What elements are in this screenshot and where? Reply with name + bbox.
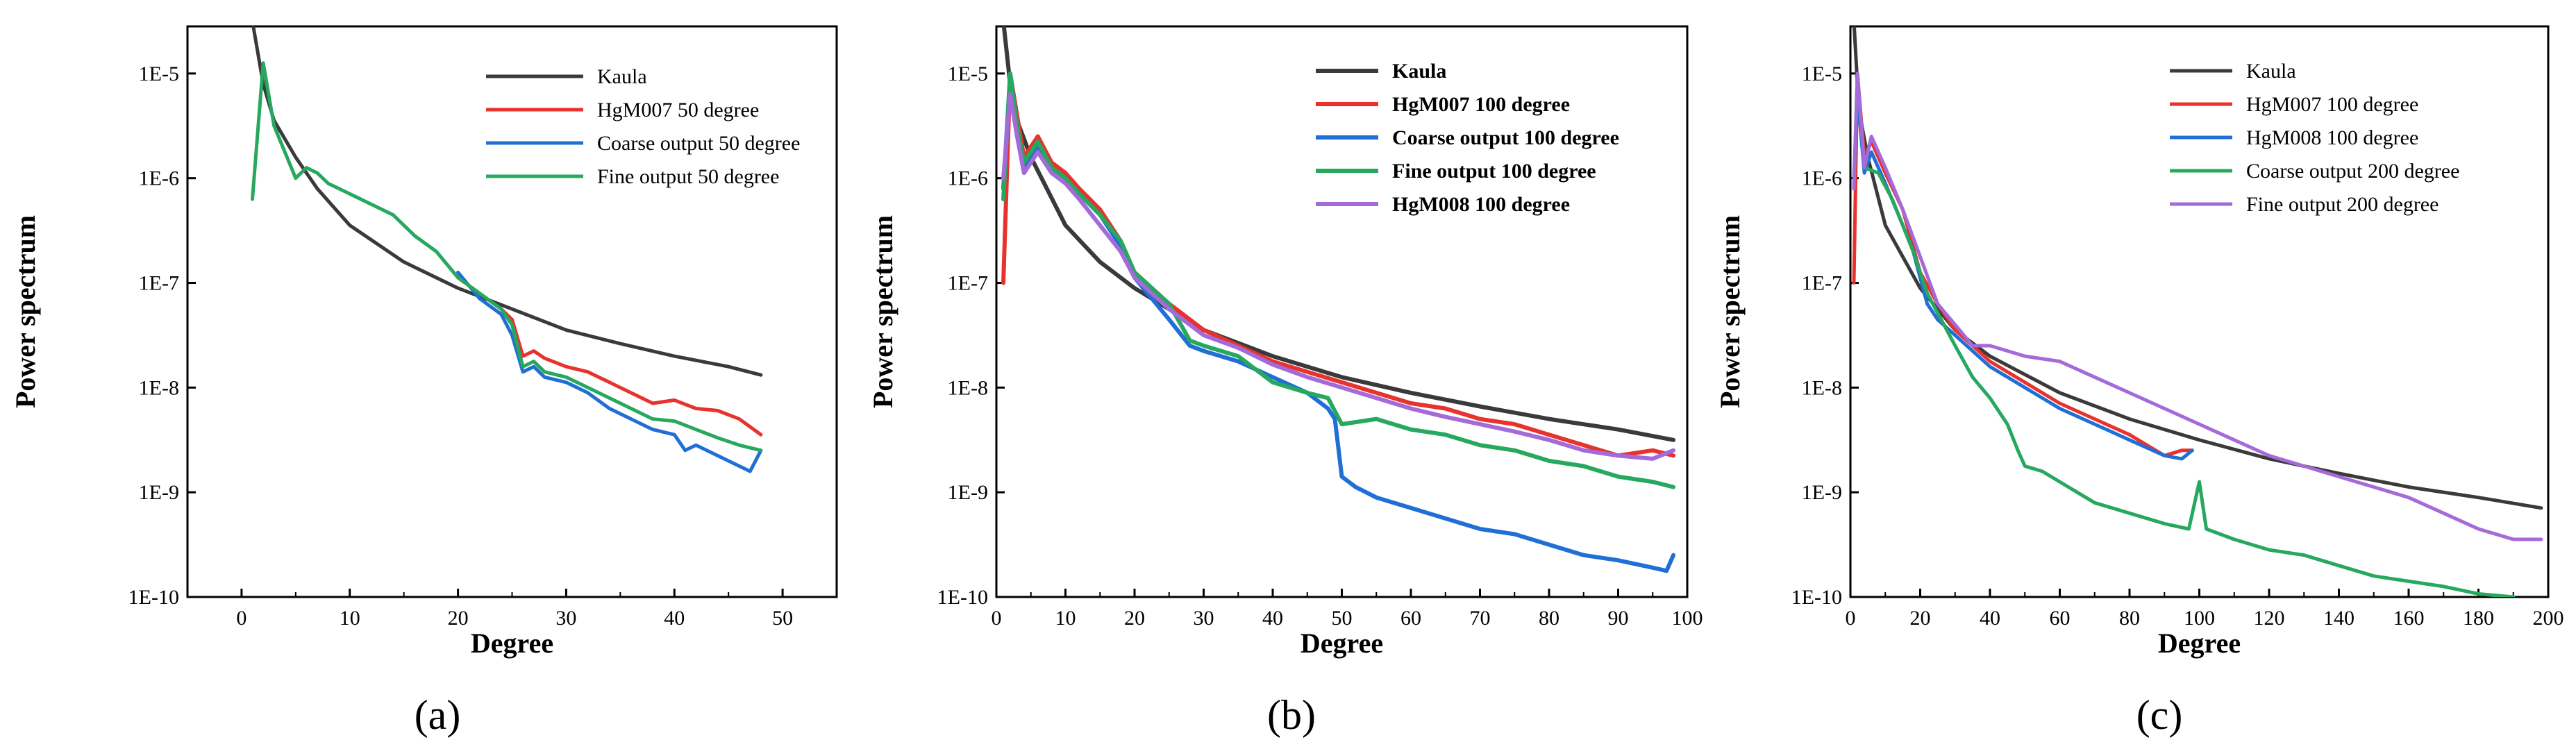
series-line-1 xyxy=(251,26,763,377)
legend: Kaula HgM007 100 degree Coarse output 100 … xyxy=(1316,60,1619,216)
y-tick-label: 1E-10 xyxy=(937,586,988,609)
y-tick-label: 1E-8 xyxy=(1802,376,1842,399)
series-line-5 xyxy=(1852,71,2543,541)
legend-label: HgM007 50 degree xyxy=(597,99,759,121)
series-line-3 xyxy=(456,270,763,473)
x-tick-label: 50 xyxy=(1332,607,1353,630)
y-tick-label: 1E-6 xyxy=(1802,167,1842,190)
x-tick-label: 30 xyxy=(1194,607,1214,630)
x-tick-label: 40 xyxy=(664,607,685,630)
series-line-4 xyxy=(1852,71,2516,597)
y-tick-label: 1E-6 xyxy=(948,167,988,190)
series-line-4 xyxy=(251,61,763,453)
x-axis-label: Degree xyxy=(2158,628,2241,659)
x-tick-label: 40 xyxy=(1980,607,2000,630)
x-axis-label: Degree xyxy=(1300,628,1383,659)
x-tick-label: 0 xyxy=(992,607,1002,630)
chart-panel-3: 0 20 40 60 80 100 120 140 160 180 200 1E-5 1E-6 1E-7 1… xyxy=(1714,25,2564,738)
x-tick-label: 180 xyxy=(2463,607,2494,630)
series-line-2 xyxy=(456,276,763,437)
x-tick-label: 140 xyxy=(2323,607,2355,630)
legend-label: Fine output 100 degree xyxy=(1392,160,1596,183)
y-tick-label: 1E-10 xyxy=(1791,586,1842,609)
x-tick-label: 0 xyxy=(1846,607,1856,630)
y-axis-label: Power spectrum xyxy=(867,215,898,408)
y-tick-label: 1E-9 xyxy=(139,481,179,504)
x-tick-label: 20 xyxy=(1910,607,1931,630)
x-axis-label: Degree xyxy=(471,628,553,659)
y-tick-label: 1E-6 xyxy=(139,167,179,190)
legend-label: Kaula xyxy=(2246,60,2296,83)
y-tick-label: 1E-5 xyxy=(1802,62,1842,85)
legend-label: HgM007 100 degree xyxy=(1392,93,1570,116)
x-tick-label: 20 xyxy=(1124,607,1145,630)
legend: Kaula HgM007 100 degree HgM008 100 degree C… xyxy=(2170,60,2459,216)
y-tick-label: 1E-8 xyxy=(139,376,179,399)
series-line-4 xyxy=(1001,71,1676,489)
x-tick-label: 40 xyxy=(1262,607,1283,630)
x-tick-label: 60 xyxy=(2050,607,2071,630)
y-tick-label: 1E-5 xyxy=(139,62,179,85)
x-tick-label: 10 xyxy=(1055,607,1076,630)
legend-label: Kaula xyxy=(597,65,647,88)
y-tick-label: 1E-7 xyxy=(948,272,988,295)
legend-label: Coarse output 200 degree xyxy=(2246,160,2459,183)
y-tick-label: 1E-8 xyxy=(948,376,988,399)
y-tick-label: 1E-7 xyxy=(139,272,179,295)
y-tick-label: 1E-10 xyxy=(128,586,179,609)
series-group xyxy=(251,26,763,473)
legend-label: HgM008 100 degree xyxy=(1392,193,1570,216)
legend-label: Fine output 50 degree xyxy=(597,165,779,188)
x-tick-label: 50 xyxy=(772,607,793,630)
series-line-5 xyxy=(1001,92,1676,461)
legend-label: HgM007 100 degree xyxy=(2246,93,2418,116)
panel-caption: (c) xyxy=(2136,692,2183,738)
y-axis-label: Power spectrum xyxy=(1714,215,1746,408)
panel-caption: (a) xyxy=(415,692,461,738)
legend-label: HgM008 100 degree xyxy=(2246,126,2418,149)
y-axis-label: Power spectrum xyxy=(10,215,41,408)
series-group xyxy=(1852,26,2543,597)
x-tick-label: 200 xyxy=(2533,607,2564,630)
x-tick-label: 100 xyxy=(1672,607,1703,630)
series-group xyxy=(1001,26,1676,573)
x-tick-label: 30 xyxy=(555,607,576,630)
chart-panel-1: 0 10 20 30 40 50 1E-5 1E-6 1E-7 1E-8 1E-9 1E-10 Degr… xyxy=(10,25,838,738)
legend-label: Fine output 200 degree xyxy=(2246,193,2439,216)
x-tick-label: 10 xyxy=(340,607,360,630)
y-tick-label: 1E-9 xyxy=(948,481,988,504)
x-tick-label: 0 xyxy=(236,607,246,630)
x-tick-label: 160 xyxy=(2393,607,2425,630)
x-tick-label: 80 xyxy=(1539,607,1559,630)
legend: Kaula HgM007 50 degree Coarse output 50 de… xyxy=(486,65,800,188)
chart-panel-2: 0 10 20 30 40 50 60 70 80 90 100 1E-5 1E-6 1E-7 1E-8 1E… xyxy=(867,25,1703,738)
series-line-1 xyxy=(1852,26,2543,510)
x-tick-label: 60 xyxy=(1400,607,1421,630)
x-tick-label: 100 xyxy=(2184,607,2215,630)
legend-label: Coarse output 50 degree xyxy=(597,132,800,155)
series-line-3 xyxy=(1852,92,2194,461)
x-tick-label: 90 xyxy=(1608,607,1629,630)
legend-label: Coarse output 100 degree xyxy=(1392,126,1619,149)
x-tick-label: 20 xyxy=(448,607,469,630)
panel-caption: (b) xyxy=(1267,692,1316,738)
x-tick-label: 80 xyxy=(2119,607,2140,630)
plot-frame xyxy=(995,25,1689,598)
y-tick-label: 1E-9 xyxy=(1802,481,1842,504)
x-tick-label: 120 xyxy=(2254,607,2285,630)
y-tick-label: 1E-7 xyxy=(1802,272,1842,295)
x-tick-label: 70 xyxy=(1470,607,1491,630)
y-tick-label: 1E-5 xyxy=(948,62,988,85)
legend-label: Kaula xyxy=(1392,60,1446,83)
